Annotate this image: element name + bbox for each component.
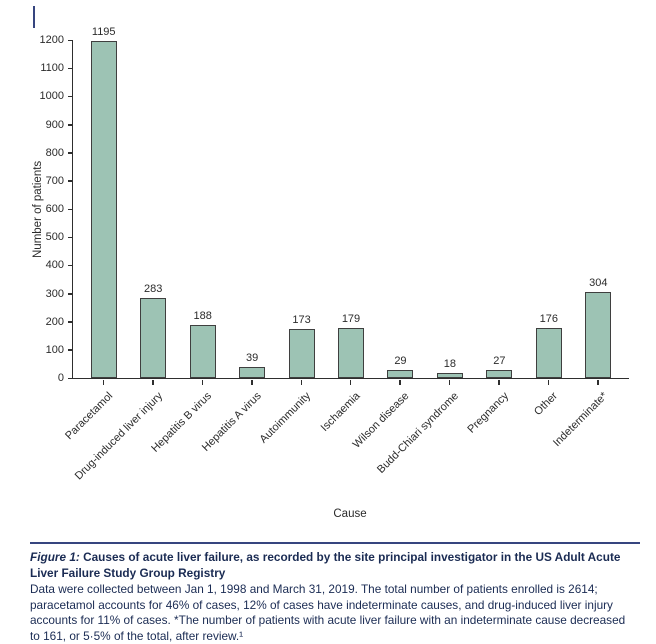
y-axis-tick [68, 39, 73, 41]
caption-figure-number: Figure 1: [30, 550, 80, 564]
bar-other [535, 328, 562, 378]
caption-body: Data were collected between Jan 1, 1998 … [30, 582, 626, 643]
bar-slot-pregnancy: 27 [475, 40, 524, 378]
y-tick-label-0: 0 [57, 372, 64, 384]
bar-hepatitis-b-virus [189, 325, 216, 378]
bar-ischaemia [337, 327, 364, 378]
bar-slot-wilson-disease: 29 [376, 40, 425, 378]
bar-wilson-disease [387, 369, 414, 378]
y-tick-label-300: 300 [45, 287, 64, 300]
bar-value-label: 27 [493, 355, 506, 368]
bar-indeterminate [585, 292, 612, 378]
x-axis-tick [251, 380, 253, 385]
bar-pregnancy [486, 370, 513, 378]
x-axis-tick [547, 380, 550, 385]
caption-title-text: Causes of acute liver failure, as record… [30, 550, 621, 580]
bar-slot-budd-chiari-syndrome: 18 [425, 40, 474, 378]
caption-divider [30, 542, 640, 544]
bar-budd-chiari-syndrome [436, 372, 463, 378]
x-tick-slot: Indeterminate* [551, 380, 622, 505]
x-tick-slot: Pregnancy [465, 380, 523, 505]
figure-caption: Figure 1: Causes of acute liver failure,… [30, 550, 632, 644]
y-tick-label-800: 800 [45, 146, 64, 159]
bar-slot-drug-induced-liver-injury: 283 [128, 40, 177, 378]
bar-slot-paracetamol: 1195 [79, 26, 128, 378]
y-tick-label-100: 100 [45, 343, 64, 356]
figure-margin-mark [33, 6, 35, 28]
x-tick-slot: Paracetamol [63, 380, 127, 505]
bar-chart: Number of patients 1195 283 188 39 173 179 29 1… [32, 26, 629, 520]
bar-slot-other: 176 [524, 40, 573, 378]
bar-slot-indeterminate: 304 [574, 40, 623, 378]
plot-area: 1195 283 188 39 173 179 29 18 27 176 304 0 100 200 30… [40, 26, 629, 384]
bar-autoimmunity [288, 329, 315, 378]
x-axis-tick [448, 380, 451, 385]
y-axis-tick [68, 152, 73, 154]
x-tick-slot: Wilson disease [351, 380, 424, 505]
x-axis-tick [300, 380, 303, 385]
y-tick-label-1100: 1100 [40, 62, 64, 75]
bar-slot-autoimmunity: 173 [277, 40, 326, 378]
y-tick-label-900: 900 [45, 118, 64, 131]
bars-row: 1195 283 188 39 173 179 29 18 27 176 304 [73, 26, 629, 378]
y-axis-tick [68, 236, 73, 239]
bar-value-label: 29 [394, 354, 407, 367]
bar-value-label: 179 [341, 312, 361, 325]
x-axis-tick [597, 380, 599, 385]
bar-slot-hepatitis-a-virus: 39 [227, 40, 276, 378]
x-tick-slot: Hepatitis B virus [149, 380, 226, 505]
x-tick-label-ischaemia: Ischaemia [318, 390, 363, 434]
x-tick-labels: Paracetamol Drug-induced liver injury Hepa… [63, 380, 628, 505]
x-tick-slot: Hepatitis A virus [200, 380, 275, 505]
bar-value-label: 283 [144, 283, 163, 296]
bar-hepatitis-a-virus [239, 367, 266, 378]
y-axis-tick [68, 180, 73, 182]
bar-value-label: 188 [193, 310, 212, 323]
bar-drug-induced-liver-injury [140, 298, 167, 378]
bar-paracetamol [90, 41, 117, 378]
bar-value-label: 1195 [91, 26, 116, 39]
y-tick-label-500: 500 [45, 231, 64, 244]
x-axis-tick [201, 380, 204, 385]
bar-value-label: 173 [292, 314, 311, 327]
y-tick-label-400: 400 [45, 259, 64, 272]
x-tick-label-paracetamol: Paracetamol [63, 390, 116, 443]
y-axis-tick [68, 264, 73, 267]
x-tick-slot: Other [523, 380, 572, 505]
x-axis-tick [152, 380, 154, 385]
y-tick-label-1200: 1200 [39, 34, 64, 46]
y-axis-tick [68, 293, 73, 295]
figure-1-panel: Number of patients 1195 283 188 39 173 179 29 1… [30, 6, 640, 643]
bar-slot-ischaemia: 179 [326, 40, 375, 378]
y-axis-tick [68, 67, 73, 70]
y-axis-tick [68, 377, 73, 379]
y-tick-label-700: 700 [45, 174, 64, 187]
x-tick-slot: Autoimmunity [257, 380, 325, 505]
bar-value-label: 39 [245, 352, 259, 365]
bar-value-label: 18 [443, 357, 457, 370]
x-axis-tick [399, 380, 401, 385]
bar-value-label: 304 [589, 277, 608, 290]
x-tick-slot: Drug-induced liver injury [72, 380, 176, 505]
x-axis-tick [349, 380, 352, 385]
y-axis-tick [68, 208, 73, 210]
bar-slot-hepatitis-b-virus: 188 [178, 40, 227, 378]
x-axis-title: Cause [333, 508, 367, 520]
caption-title: Figure 1: Causes of acute liver failure,… [30, 550, 632, 581]
x-tick-label-other: Other [532, 390, 561, 418]
x-axis-tick [102, 380, 105, 385]
y-axis-tick [68, 95, 73, 98]
x-tick-slot: Budd-Chiari syndrome [376, 380, 473, 505]
y-axis-tick [68, 124, 73, 126]
y-tick-label-600: 600 [45, 203, 64, 215]
y-axis-tick [68, 349, 73, 351]
x-axis-tick [498, 380, 500, 385]
bar-value-label: 176 [539, 313, 558, 326]
x-tick-slot: Ischaemia [319, 380, 374, 505]
y-axis-tick [68, 321, 73, 323]
y-tick-label-200: 200 [45, 315, 64, 328]
y-tick-label-1000: 1000 [39, 90, 64, 103]
